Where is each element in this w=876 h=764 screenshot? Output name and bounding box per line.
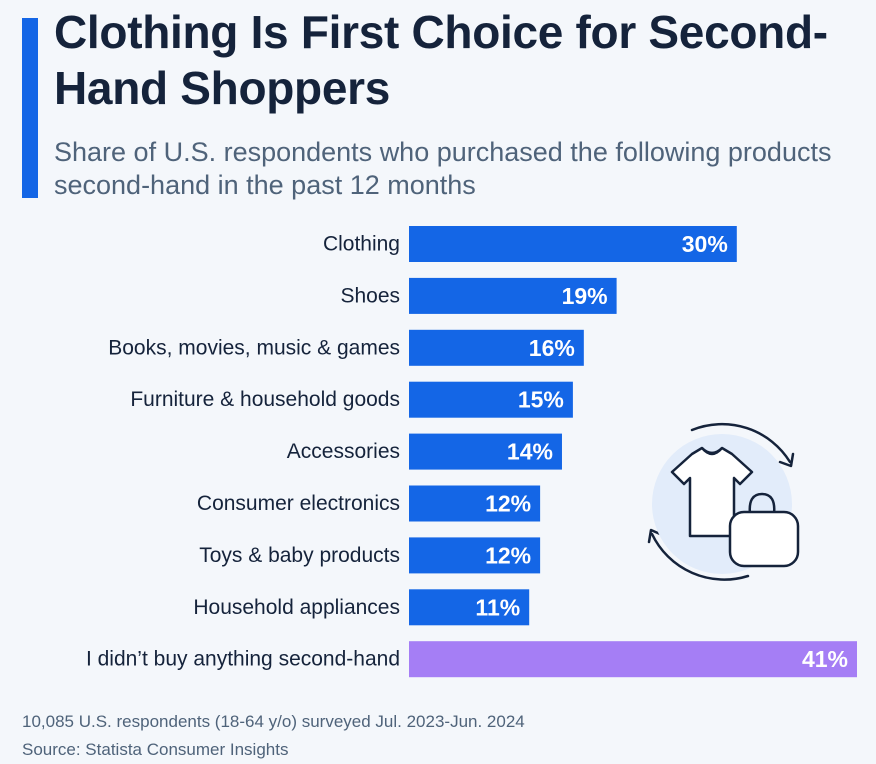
category-label: Household appliances — [193, 596, 400, 619]
bar — [409, 433, 562, 470]
bar — [409, 381, 573, 418]
category-label: Books, movies, music & games — [108, 336, 400, 359]
bar — [409, 485, 541, 522]
category-label: Clothing — [323, 233, 400, 256]
value-label: 12% — [485, 542, 531, 568]
t-shirt-icon — [670, 446, 754, 538]
category-label: Shoes — [340, 284, 400, 307]
value-label: 15% — [518, 387, 564, 413]
category-label: Toys & baby products — [199, 544, 400, 567]
second-hand-illustration — [647, 422, 800, 581]
category-label: I didn’t buy anything second-hand — [86, 648, 400, 671]
title-accent-bar — [22, 18, 38, 198]
bar — [409, 589, 530, 626]
chart-subtitle: Share of U.S. respondents who purchased … — [54, 137, 832, 200]
bar — [409, 329, 584, 366]
bar — [409, 226, 737, 262]
category-label: Furniture & household goods — [130, 388, 400, 411]
survey-note: 10,085 U.S. respondents (18-64 y/o) surv… — [22, 712, 525, 731]
circular-arrows-icon — [647, 422, 795, 581]
bar-chart: Clothing 30% Shoes 19% Books, movies, music … — [86, 226, 857, 678]
chart-title: Clothing Is First Choice for Second-Hand… — [54, 6, 828, 114]
value-label: 16% — [529, 335, 575, 361]
value-label: 12% — [485, 491, 531, 517]
category-label: Consumer electronics — [197, 492, 400, 515]
bar — [409, 277, 617, 314]
bar — [409, 537, 541, 574]
value-label: 41% — [802, 646, 848, 672]
source-note: Source: Statista Consumer Insights — [22, 740, 289, 759]
value-label: 30% — [682, 231, 728, 257]
bar — [409, 641, 857, 678]
footnote: 10,085 U.S. respondents (18-64 y/o) surv… — [22, 708, 525, 764]
value-label: 14% — [507, 439, 553, 465]
shopping-bag-icon — [728, 492, 800, 568]
value-label: 11% — [475, 594, 520, 620]
category-label: Accessories — [287, 440, 400, 463]
value-label: 19% — [562, 283, 608, 309]
